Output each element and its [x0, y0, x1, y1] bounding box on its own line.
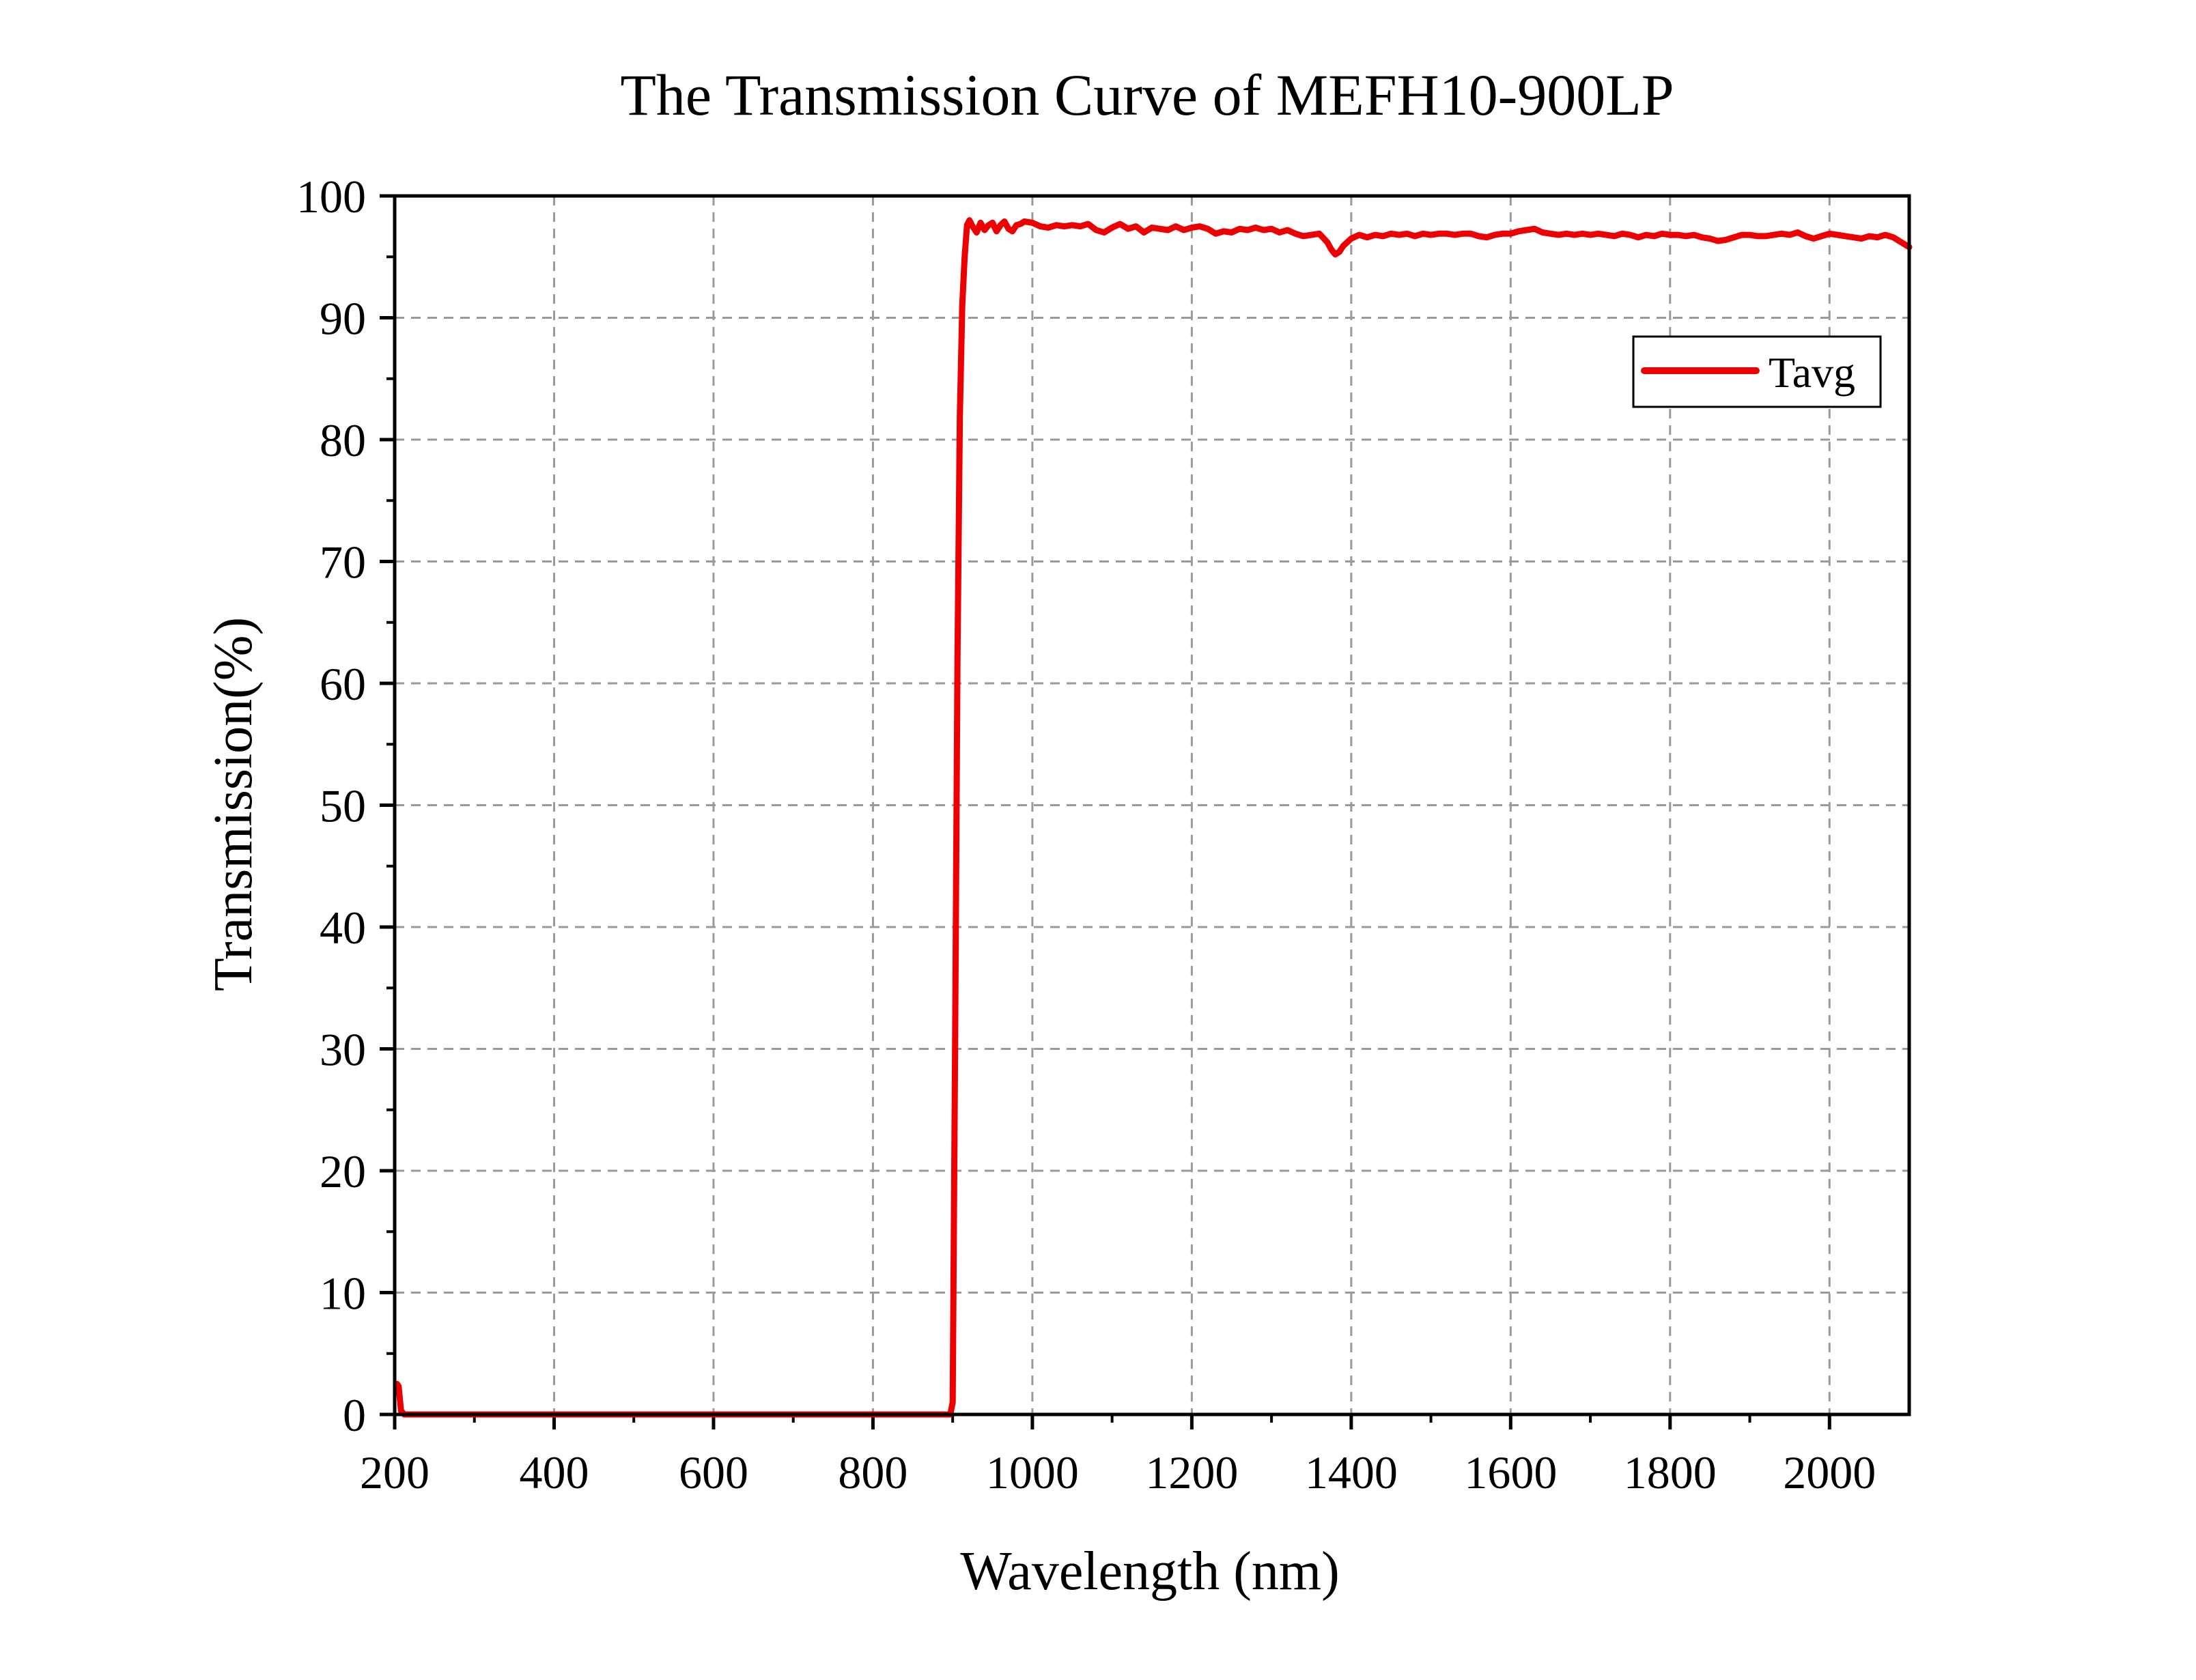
axis-ticks [380, 194, 1831, 1429]
y-tick-label: 70 [320, 537, 366, 588]
legend: Tavg [1632, 335, 1882, 408]
y-tick-label: 50 [320, 780, 366, 832]
y-tick-label: 20 [320, 1145, 366, 1197]
y-tick-label: 80 [320, 414, 366, 466]
x-tick-label: 1600 [1464, 1447, 1557, 1498]
y-tick-label: 60 [320, 658, 366, 710]
x-tick-label: 2000 [1783, 1447, 1876, 1498]
y-tick-label: 30 [320, 1024, 366, 1076]
y-axis-label: Transmission(%) [203, 617, 264, 991]
x-tick-label: 200 [360, 1447, 430, 1498]
y-tick-label: 0 [343, 1389, 366, 1441]
y-tick-label: 40 [320, 902, 366, 954]
chart-title: The Transmission Curve of MEFH10-900LP [620, 62, 1674, 128]
x-tick-label: 1800 [1624, 1447, 1717, 1498]
series-line-tavg [394, 217, 1913, 1418]
x-tick-label: 600 [679, 1447, 748, 1498]
y-tick-label: 100 [296, 171, 366, 223]
x-tick-label: 1000 [986, 1447, 1079, 1498]
legend-label-tavg: Tavg [1769, 348, 1855, 397]
plot-frame [393, 194, 1911, 1416]
y-tick-label: 90 [320, 293, 366, 345]
x-tick-labels: 200 400 600 800 1000 1200 1400 1600 1800 2000 [360, 1447, 1876, 1498]
x-axis-label: Wavelength (nm) [960, 1541, 1340, 1601]
x-tick-label: 1200 [1145, 1447, 1238, 1498]
x-tick-label: 400 [519, 1447, 589, 1498]
x-tick-label: 1400 [1305, 1447, 1398, 1498]
x-tick-label: 800 [838, 1447, 907, 1498]
y-tick-label: 10 [320, 1268, 366, 1320]
y-tick-labels: 0 10 20 30 40 50 60 70 80 90 100 [296, 171, 366, 1441]
